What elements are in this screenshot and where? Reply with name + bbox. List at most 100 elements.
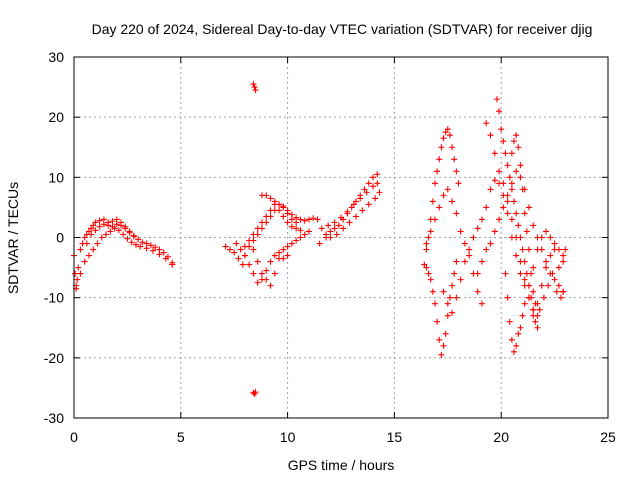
data-point: [515, 222, 522, 229]
data-point: [423, 246, 430, 253]
data-point: [523, 228, 530, 235]
data-point: [521, 210, 528, 217]
data-point: [88, 225, 95, 232]
data-point: [425, 234, 432, 241]
data-point: [423, 240, 430, 247]
data-point: [85, 228, 92, 235]
data-point: [276, 249, 283, 256]
data-point: [85, 252, 92, 259]
data-point: [513, 234, 520, 241]
data-point: [346, 219, 353, 226]
data-point: [444, 300, 451, 307]
data-point: [327, 228, 334, 235]
data-point: [276, 201, 283, 208]
data-point: [434, 318, 441, 325]
data-point: [487, 186, 494, 193]
data-point: [293, 219, 300, 226]
data-point: [446, 294, 453, 301]
data-point: [427, 276, 434, 283]
data-point: [436, 204, 443, 211]
data-point: [483, 120, 490, 127]
data-point: [107, 228, 114, 235]
data-point: [284, 219, 291, 226]
data-point: [532, 318, 539, 325]
data-point: [267, 282, 274, 289]
data-point: [117, 222, 124, 229]
data-point: [359, 207, 366, 214]
data-point: [449, 198, 456, 205]
data-point: [284, 252, 291, 259]
data-point: [504, 162, 511, 169]
data-point: [246, 261, 253, 268]
data-point: [115, 227, 122, 234]
data-point: [263, 192, 270, 199]
data-point: [280, 204, 287, 211]
data-point: [365, 201, 372, 208]
data-point: [474, 270, 481, 277]
data-point: [493, 96, 500, 103]
data-point: [103, 231, 110, 238]
data-point: [515, 330, 522, 337]
data-point: [470, 234, 477, 241]
data-point: [96, 223, 103, 230]
data-point: [344, 208, 351, 215]
data-point: [525, 294, 532, 301]
data-point: [525, 246, 532, 253]
data-point: [237, 246, 244, 253]
data-point: [555, 264, 562, 271]
data-point: [440, 135, 447, 142]
data-point: [352, 198, 359, 205]
data-point: [297, 234, 304, 241]
data-point: [132, 241, 139, 248]
data-point: [525, 282, 532, 289]
data-point: [92, 227, 99, 234]
data-point: [280, 213, 287, 220]
y-tick-label: 20: [48, 109, 64, 125]
data-point: [139, 239, 146, 246]
data-point: [348, 204, 355, 211]
data-point: [77, 270, 84, 277]
data-point: [444, 186, 451, 193]
data-point: [453, 168, 460, 175]
data-point: [120, 231, 127, 238]
data-point: [530, 264, 537, 271]
data-point: [540, 294, 547, 301]
data-point: [429, 288, 436, 295]
chart-title: Day 220 of 2024, Sidereal Day-to-day VTE…: [92, 21, 593, 37]
data-point: [446, 132, 453, 139]
data-point: [453, 258, 460, 265]
data-point: [258, 276, 265, 283]
x-axis-title: GPS time / hours: [288, 457, 395, 473]
data-point: [374, 180, 381, 187]
data-point: [357, 195, 364, 202]
y-tick-label: -10: [44, 290, 64, 306]
data-point: [169, 261, 176, 268]
data-point: [508, 186, 515, 193]
data-point: [137, 243, 144, 250]
data-point: [94, 240, 101, 247]
data-point: [457, 228, 464, 235]
data-point: [500, 138, 507, 145]
data-point: [455, 180, 462, 187]
data-point: [254, 279, 261, 286]
data-point: [440, 288, 447, 295]
data-point: [534, 246, 541, 253]
data-point: [252, 389, 259, 396]
data-point: [113, 221, 120, 228]
data-point: [555, 282, 562, 289]
data-point: [267, 258, 274, 265]
grid: [74, 57, 608, 418]
x-tick-label: 20: [493, 429, 509, 445]
data-point: [316, 240, 323, 247]
data-point: [538, 234, 545, 241]
data-point: [517, 258, 524, 265]
data-point: [491, 177, 498, 184]
x-tick-label: 0: [70, 429, 78, 445]
data-point: [498, 126, 505, 133]
data-point: [254, 258, 261, 265]
data-point: [241, 243, 248, 250]
data-point: [335, 222, 342, 229]
data-point: [81, 234, 88, 241]
data-point: [551, 240, 558, 247]
data-point: [338, 214, 344, 221]
